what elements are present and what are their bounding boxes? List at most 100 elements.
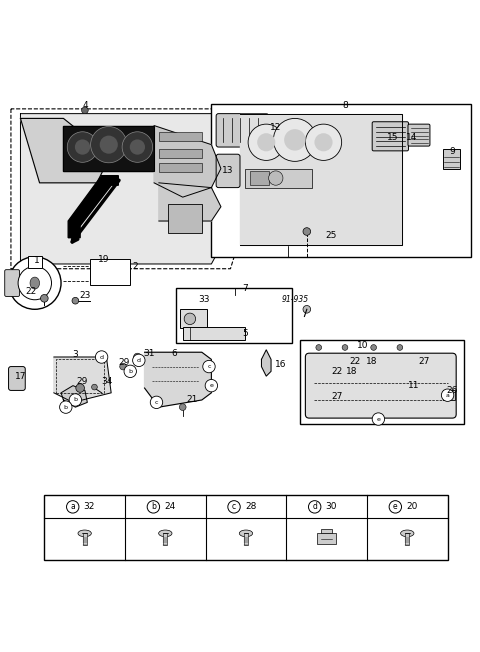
Ellipse shape [401,530,414,537]
Polygon shape [63,126,154,171]
Circle shape [257,133,276,151]
Circle shape [180,404,186,411]
Text: 34: 34 [102,378,113,387]
Circle shape [342,345,348,350]
Circle shape [203,361,215,373]
Circle shape [9,257,61,309]
Text: 13: 13 [222,166,234,175]
Circle shape [442,389,454,402]
Bar [90,259,130,286]
Text: 7: 7 [242,284,248,293]
Bar [176,288,292,343]
Text: 10: 10 [358,340,369,349]
Bar [405,533,409,545]
Circle shape [314,133,333,151]
Polygon shape [68,175,118,238]
Circle shape [269,171,283,185]
Circle shape [147,501,159,513]
Bar [317,533,336,544]
Circle shape [133,353,141,361]
Circle shape [248,124,284,160]
Polygon shape [240,113,402,245]
Text: 17: 17 [15,372,26,381]
Text: d: d [100,355,104,359]
FancyBboxPatch shape [9,366,25,391]
Text: 18: 18 [347,367,358,376]
Ellipse shape [78,530,91,537]
Text: 22: 22 [26,287,37,296]
Circle shape [205,379,217,392]
Circle shape [274,119,316,161]
Text: 26: 26 [447,386,458,395]
Circle shape [69,394,82,406]
Bar [56,359,104,393]
Text: b: b [151,503,156,511]
Bar [183,327,245,340]
Bar [321,529,332,533]
Bar [244,533,248,545]
Text: 91-935: 91-935 [281,295,309,304]
Text: b: b [128,369,132,374]
Circle shape [120,363,126,370]
Text: 15: 15 [387,133,398,142]
Text: 16: 16 [275,360,286,368]
Circle shape [60,401,72,413]
Text: d: d [312,503,317,511]
Polygon shape [21,119,107,183]
Text: e: e [209,383,213,388]
Polygon shape [262,350,271,376]
Bar [250,171,269,185]
Bar [163,533,167,545]
Bar [159,132,202,141]
FancyBboxPatch shape [216,155,240,188]
Circle shape [75,140,90,155]
Text: 5: 5 [242,329,248,338]
Circle shape [18,267,51,300]
Polygon shape [61,385,87,407]
Bar [443,391,455,400]
Circle shape [228,501,240,513]
FancyBboxPatch shape [305,353,456,418]
Text: 24: 24 [165,503,176,511]
Text: 31: 31 [144,349,155,358]
Ellipse shape [158,530,172,537]
Text: d: d [137,358,141,363]
Text: c: c [155,400,158,405]
Bar [168,204,202,233]
Text: 8: 8 [342,100,348,110]
Text: 29: 29 [76,378,87,387]
Text: 23: 23 [79,291,91,300]
Text: c: c [207,364,211,369]
Text: 33: 33 [198,295,210,304]
Text: 29: 29 [119,358,130,367]
Circle shape [303,306,311,313]
Circle shape [82,107,88,113]
Bar [159,149,202,158]
Bar [211,104,471,257]
Circle shape [76,384,84,393]
Circle shape [284,129,306,151]
Polygon shape [63,126,154,171]
Text: a: a [445,393,450,398]
Text: 20: 20 [407,503,418,511]
Text: 25: 25 [325,231,336,240]
Text: 18: 18 [365,357,377,366]
Text: 22: 22 [331,367,343,376]
Circle shape [100,136,118,154]
Circle shape [67,132,98,162]
Ellipse shape [30,277,39,289]
Circle shape [305,124,342,160]
Bar [159,163,202,172]
Polygon shape [21,113,240,264]
Circle shape [371,345,376,350]
Polygon shape [154,126,221,197]
Circle shape [91,126,127,163]
Text: c: c [232,503,236,511]
Circle shape [96,351,108,363]
Text: 32: 32 [84,503,95,511]
Text: e: e [393,503,397,511]
Text: 12: 12 [270,123,281,132]
Circle shape [132,354,145,366]
Circle shape [316,345,322,350]
Bar [28,256,42,268]
